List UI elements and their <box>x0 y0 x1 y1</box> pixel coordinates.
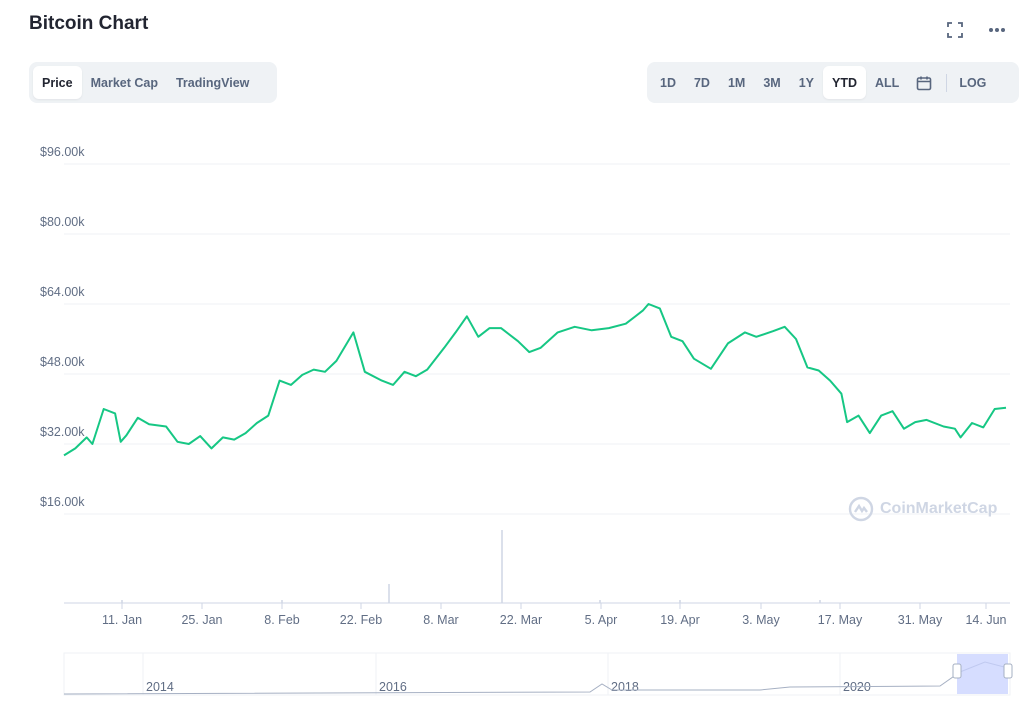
navigator-handle[interactable] <box>952 663 962 679</box>
fullscreen-icon[interactable] <box>943 18 967 42</box>
x-tick-label: 8. Mar <box>423 613 458 627</box>
y-tick-label: $64.00k <box>40 285 85 299</box>
x-tick-label: 25. Jan <box>181 613 222 627</box>
navigator-year-label: 2016 <box>379 680 407 694</box>
navigator-selection[interactable] <box>957 654 1008 694</box>
y-tick-label: $96.00k <box>40 145 85 159</box>
y-tick-label: $80.00k <box>40 215 85 229</box>
range-1y[interactable]: 1Y <box>798 75 815 90</box>
y-axis-ticks: $16.00k $32.00k $48.00k $64.00k $80.00k $96.0… <box>40 145 85 509</box>
coinmarketcap-logo-icon <box>848 496 874 522</box>
tab-price[interactable]: Price <box>33 66 82 99</box>
log-toggle[interactable]: LOG <box>959 75 987 90</box>
range-ytd[interactable]: YTD <box>823 66 867 99</box>
navigator-handle[interactable] <box>1003 663 1013 679</box>
tab-tradingview[interactable]: TradingView <box>175 75 250 90</box>
range-all[interactable]: ALL <box>875 75 900 90</box>
navigator-year-label: 2018 <box>611 680 639 694</box>
x-tick-label: 17. May <box>818 613 863 627</box>
toolbar-divider <box>946 73 948 92</box>
x-tick-label: 22. Feb <box>340 613 382 627</box>
x-tick-label: 31. May <box>898 613 943 627</box>
watermark-text: CoinMarketCap <box>880 500 998 517</box>
x-tick-label: 5. Apr <box>585 613 618 627</box>
volume-bars <box>121 530 821 603</box>
price-line[interactable] <box>63 303 1007 457</box>
x-tick-label: 22. Mar <box>500 613 542 627</box>
x-tick-label: 19. Apr <box>660 613 700 627</box>
x-axis-ticks: 11. Jan 25. Jan 8. Feb 22. Feb 8. Mar 22. Mar… <box>102 603 1007 627</box>
x-tick-label: 11. Jan <box>102 613 142 627</box>
navigator-frame <box>63 652 1011 696</box>
x-tick-label: 8. Feb <box>264 613 299 627</box>
range-3m[interactable]: 3M <box>763 75 781 90</box>
y-tick-label: $16.00k <box>40 495 85 509</box>
x-tick-label: 3. May <box>742 613 780 627</box>
y-tick-label: $48.00k <box>40 355 85 369</box>
calendar-button[interactable] <box>908 66 940 99</box>
range-tabs: 1D 7D 1M 3M 1Y YTD ALL LOG <box>647 62 1019 103</box>
navigator-year-label: 2014 <box>146 680 174 694</box>
x-tick-label: 14. Jun <box>965 613 1006 627</box>
navigator: 2014 2016 2018 2020 <box>63 652 1013 696</box>
y-tick-label: $32.00k <box>40 425 85 439</box>
range-1m[interactable]: 1M <box>727 75 746 90</box>
watermark: CoinMarketCap <box>848 496 997 522</box>
range-7d[interactable]: 7D <box>693 75 710 90</box>
more-horizontal-icon[interactable] <box>985 18 1009 42</box>
page-title: Bitcoin Chart <box>29 13 149 34</box>
view-tabs: Price Market Cap TradingView <box>29 62 277 103</box>
tab-market-cap[interactable]: Market Cap <box>90 75 158 90</box>
grid-lines <box>64 163 1010 515</box>
calendar-icon <box>917 76 932 90</box>
range-1d[interactable]: 1D <box>660 75 676 90</box>
